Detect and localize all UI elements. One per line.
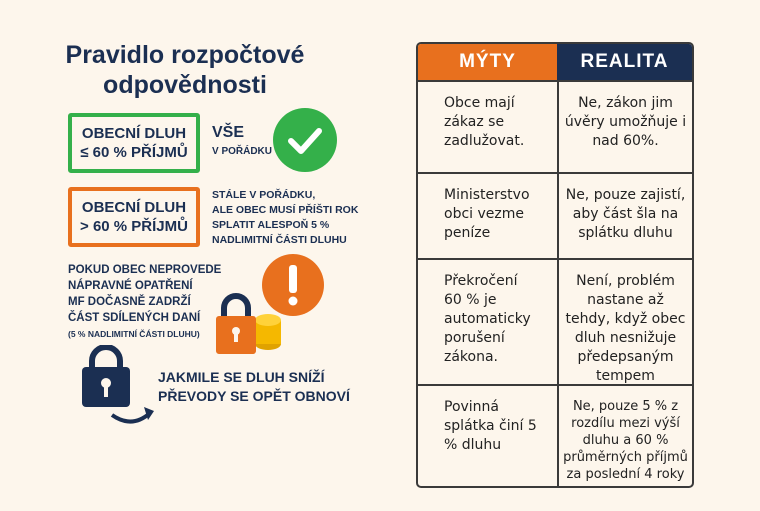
text-line: ČÁST SDÍLENÝCH DANÍ xyxy=(68,312,201,324)
coins-icon xyxy=(255,314,281,350)
reality-cell: Není, problém nastane až tehdy, když obe… xyxy=(557,258,692,384)
reality-cell: Ne, zákon jim úvěry umožňuje i nad 60%. xyxy=(557,80,692,172)
debt-over-line2: > 60 % PŘÍJMŮ xyxy=(80,218,188,235)
text-line: STÁLE V POŘÁDKU, xyxy=(212,189,316,201)
myth-cell: Ministerstvo obci vezme peníze xyxy=(418,172,557,258)
padlock-arrow-icon xyxy=(82,345,154,424)
header-myths: MÝTY xyxy=(418,44,557,80)
myths-reality-table: MÝTY REALITA Obce mají zákaz se zadlužov… xyxy=(416,42,694,488)
page-title: Pravidlo rozpočtové odpovědnosti xyxy=(65,41,305,99)
text-line: POKUD OBEC NEPROVEDE xyxy=(68,264,222,276)
reality-cell: Ne, pouze zajistí, aby část šla na splát… xyxy=(557,172,692,258)
debt-ok-box: OBECNÍ DLUH ≤ 60 % PŘÍJMŮ xyxy=(68,113,200,173)
text-line: NADLIMITNÍ ČÁSTI DLUHU xyxy=(212,234,347,246)
debt-over-line1: OBECNÍ DLUH xyxy=(81,199,187,216)
text-line: JAKMILE SE DLUH SNÍŽÍ xyxy=(158,369,325,385)
myth-cell: Obce mají zákaz se zadlužovat. xyxy=(418,80,557,172)
sanction-note: (5 % NADLIMITNÍ ČÁSTI DLUHU) xyxy=(68,329,200,339)
debt-over-box: OBECNÍ DLUH > 60 % PŘÍJMŮ xyxy=(68,187,200,247)
debt-ok-line2: ≤ 60 % PŘÍJMŮ xyxy=(80,144,188,161)
check-circle-icon xyxy=(273,108,337,172)
myth-cell: Povinná splátka činí 5 % dluhu xyxy=(418,384,557,486)
text-line: MF DOČASNĚ ZADRŽÍ xyxy=(68,296,191,308)
padlock-icon xyxy=(216,293,256,354)
exclamation-circle-icon xyxy=(262,254,324,316)
debt-ok-line1: OBECNÍ DLUH xyxy=(81,125,187,142)
text-line: ALE OBEC MUSÍ PŘÍŠTI ROK xyxy=(212,204,359,216)
reality-cell: Ne, pouze 5 % z rozdílu mezi výší dluhu … xyxy=(557,384,692,486)
text-line: NÁPRAVNÉ OPATŘENÍ xyxy=(68,280,193,292)
header-reality: REALITA xyxy=(557,44,692,80)
restore-text: JAKMILE SE DLUH SNÍŽÍ PŘEVODY SE OPĚT OB… xyxy=(158,368,350,406)
text-line: SPLATIT ALESPOŇ 5 % xyxy=(212,219,330,231)
status-ok-big: VŠE xyxy=(212,124,245,141)
text-line: PŘEVODY SE OPĚT OBNOVÍ xyxy=(158,388,350,404)
debt-over-text: STÁLE V POŘÁDKU, ALE OBEC MUSÍ PŘÍŠTI RO… xyxy=(212,188,358,248)
myth-cell: Překročení 60 % je automaticky porušení … xyxy=(418,258,557,384)
padlock-coins-icon xyxy=(216,293,281,354)
status-ok-small: V POŘÁDKU xyxy=(212,146,273,157)
sanction-text: POKUD OBEC NEPROVEDE NÁPRAVNÉ OPATŘENÍ M… xyxy=(68,262,221,342)
